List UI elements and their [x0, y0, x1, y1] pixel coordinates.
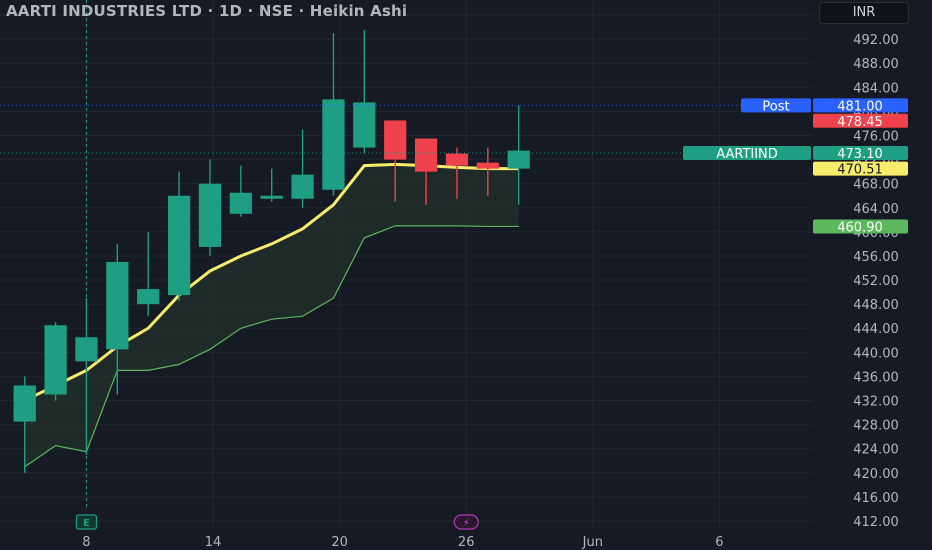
y-tick-label: 444.00 [853, 322, 899, 337]
candle-body [384, 120, 407, 160]
x-tick-label: 14 [205, 535, 222, 550]
price-tag [813, 219, 908, 234]
band-fill [24, 164, 519, 467]
time-axis: 8 14 20 26 Jun 6 [82, 535, 723, 550]
y-tick-label: 492.00 [853, 33, 899, 48]
y-tick-label: 440.00 [853, 346, 899, 361]
x-tick-label: 26 [458, 535, 475, 550]
price-tag [813, 113, 908, 128]
candle-body [137, 289, 160, 305]
y-tick-label: 468.00 [853, 178, 899, 193]
y-tick-label: 488.00 [853, 57, 899, 72]
candle-body [106, 261, 129, 350]
y-tick-label: 420.00 [853, 467, 899, 482]
candle-body [260, 195, 283, 199]
chart-title: AARTI INDUSTRIES LTD · 1D · NSE · Heikin… [6, 2, 408, 20]
earnings-marker [75, 514, 98, 530]
candlesticks [13, 30, 530, 473]
price-tag-value: 473.10 [837, 147, 883, 162]
y-tick-label: 464.00 [853, 202, 899, 217]
y-tick-label: 456.00 [853, 250, 899, 265]
y-tick-label: 424.00 [853, 443, 899, 458]
candle-body [229, 192, 252, 214]
price-tag-value: 478.45 [837, 115, 883, 130]
price-tag-name: AARTIIND [716, 147, 778, 162]
x-tick-label: 6 [715, 535, 723, 550]
band-area [24, 0, 519, 510]
price-tag-name-bg [683, 145, 811, 160]
event-marker [453, 514, 479, 530]
y-tick-label: 452.00 [853, 274, 899, 289]
price-tag [813, 98, 908, 113]
candle-body [353, 102, 376, 148]
price-axis: 496.00492.00488.00484.00480.00476.00472.… [853, 9, 899, 530]
y-tick-label: 416.00 [853, 491, 899, 506]
y-tick-label: 484.00 [853, 81, 899, 96]
price-tag [813, 145, 908, 160]
x-tick-label: 8 [82, 535, 90, 550]
price-tag-name: Post [762, 99, 789, 114]
candle-body [44, 325, 67, 395]
earnings-marker-label: E [83, 518, 90, 529]
lower-band-line [24, 225, 519, 468]
y-tick-label: 448.00 [853, 298, 899, 313]
candle-body [507, 150, 530, 169]
candle-body [198, 183, 222, 247]
currency-button[interactable]: INR [819, 2, 909, 24]
y-tick-label: 432.00 [853, 395, 899, 410]
event-markers: E ⚡ [75, 514, 479, 530]
price-labels: 481.00 Post 478.45 473.10 AARTIIND 470.51 460.… [683, 98, 908, 235]
candle-body [75, 337, 98, 362]
price-tag-value: 481.00 [837, 99, 883, 114]
candle-body [414, 138, 438, 172]
y-tick-label: 428.00 [853, 419, 899, 434]
x-tick-label: Jun [582, 535, 603, 550]
x-tick-label: 20 [331, 535, 348, 550]
price-tag-value: 470.51 [837, 163, 883, 178]
candle-body [476, 162, 499, 169]
y-tick-label: 412.00 [853, 515, 899, 530]
price-tag-name-bg [741, 98, 811, 113]
candle-body [445, 153, 469, 166]
price-tag-value: 460.90 [837, 220, 883, 235]
candle-body [291, 174, 314, 199]
y-tick-label: 436.00 [853, 370, 899, 385]
price-lines [0, 104, 812, 154]
candle-body [167, 195, 191, 296]
y-tick-label: 476.00 [853, 130, 899, 145]
candle-body [13, 385, 36, 422]
event-marker-label: ⚡ [463, 518, 470, 529]
candle-body [322, 99, 345, 190]
price-tag [813, 161, 908, 176]
